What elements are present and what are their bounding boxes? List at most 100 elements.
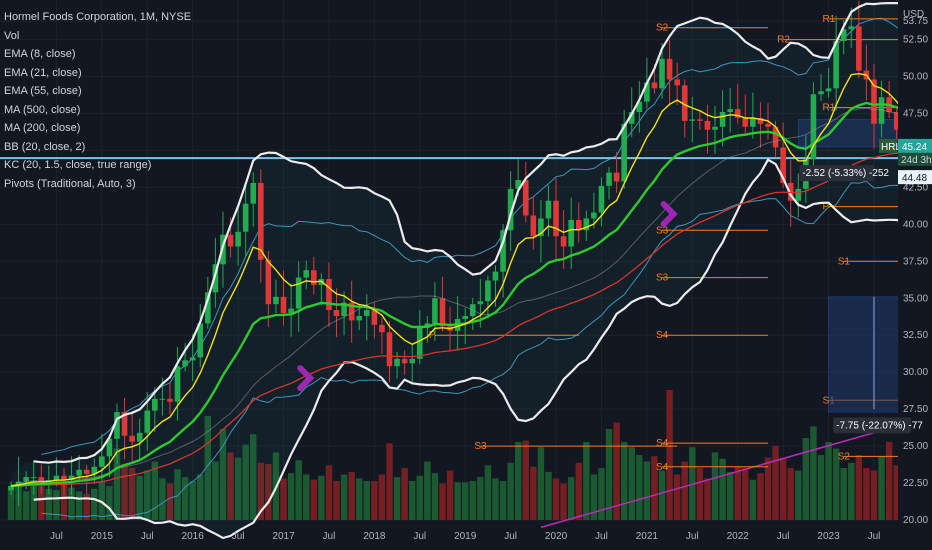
legend-item-kc[interactable]: KC (20, 1.5, close, true range) [4, 159, 152, 171]
volume-bar [590, 474, 598, 520]
time-tick-label: 2018 [363, 531, 386, 542]
candle-body [689, 119, 696, 121]
volume-bar [742, 468, 749, 520]
legend-item-pivots[interactable]: Pivots (Traditional, Auto, 3) [4, 177, 136, 190]
volume-bar [878, 456, 885, 520]
candle-body [197, 323, 204, 358]
volume-bar [416, 475, 423, 520]
volume-bar [446, 470, 454, 520]
candle-body [227, 234, 234, 247]
legend-item-ema8[interactable]: EMA (8, close) [4, 48, 76, 60]
volume-bar [658, 470, 666, 520]
price-tag: 45.24 [902, 142, 927, 153]
volume-bar [348, 471, 355, 520]
volume-bar [552, 478, 560, 520]
candle-body [628, 112, 635, 124]
candle-body [182, 360, 188, 367]
price-tick-label: 52.50 [903, 35, 928, 46]
volume-bar [340, 474, 348, 520]
candle-body [129, 435, 135, 442]
candle-body [560, 236, 567, 247]
candle-body [303, 270, 310, 278]
legend-item-ema21[interactable]: EMA (21, close) [4, 66, 82, 79]
volume-bar [469, 481, 476, 520]
volume-bar [106, 486, 113, 520]
volume-bar [159, 478, 166, 520]
volume-bar [318, 475, 325, 520]
candle-body [83, 469, 90, 475]
volume-bar [204, 416, 212, 520]
volume-bar [45, 488, 53, 520]
volume-bar [870, 470, 878, 520]
volume-bar [325, 465, 333, 520]
legend-item-ma500[interactable]: MA (500, close) [4, 103, 81, 116]
candle-body [712, 126, 718, 130]
volume-bar [136, 475, 143, 520]
price-tick-label: 40.00 [903, 219, 928, 230]
time-tick-label: Jul [413, 531, 426, 542]
volume-bar [431, 473, 439, 520]
candle-body [477, 301, 484, 305]
volume-bar [567, 477, 575, 520]
volume-bar [181, 477, 189, 520]
candle-body [174, 366, 181, 402]
legend-item-bb[interactable]: BB (20, close, 2) [4, 140, 86, 153]
volume-bar [166, 483, 174, 520]
pivot-label: R2 [777, 35, 790, 46]
volume-bar [280, 478, 287, 520]
candle-body [106, 438, 113, 457]
candle-body [205, 292, 211, 324]
legend-item-vol[interactable]: Vol [4, 29, 20, 42]
volume-bar [371, 481, 378, 520]
volume-bar [174, 469, 181, 520]
candle-body [659, 58, 665, 89]
legend-title[interactable]: Hormel Foods Corporation, 1M, NYSE [4, 11, 192, 23]
candle-body [818, 91, 824, 95]
volume-bar [613, 422, 620, 520]
candle-body [91, 466, 98, 475]
volume-bar [30, 481, 37, 520]
candle-body [136, 432, 143, 442]
price-tick-label: 20.00 [903, 515, 928, 526]
legend-item-ema55[interactable]: EMA (55, close) [4, 85, 82, 97]
candle-body [681, 85, 688, 121]
candle-body [439, 298, 446, 327]
candle-body [326, 279, 332, 311]
volume-bar [719, 458, 726, 520]
volume-bar [757, 473, 764, 520]
bb-upper-line [33, 2, 927, 464]
volume-bar [151, 461, 159, 520]
candle-body [697, 119, 703, 121]
volume-bar [636, 455, 643, 520]
candle-body [871, 79, 877, 124]
volume-bar [514, 442, 522, 520]
price-tick-label: 53.75 [903, 16, 928, 27]
volume-bar [363, 481, 370, 520]
candle-body [8, 486, 14, 491]
pivot-label: P [429, 330, 436, 341]
chevron-arrow-icon [297, 365, 315, 392]
price-tick-label: 47.50 [903, 108, 928, 119]
volume-bar [83, 494, 90, 520]
legend-item-ma200[interactable]: MA (200, close) [4, 122, 81, 134]
pivot-label: S4 [656, 438, 669, 449]
volume-bar [250, 434, 257, 520]
countdown-tag-bg [898, 152, 932, 166]
pivot-levels: R2R1R1PS1S1S2S2S3S3S4S4S4PS3 [429, 14, 927, 473]
ema21-line [10, 101, 928, 488]
candle-body [606, 172, 612, 186]
volume-bar [848, 462, 855, 520]
candle-body [121, 412, 128, 436]
volume-bar [817, 455, 825, 520]
candle-body [212, 264, 219, 293]
volume-bar [462, 482, 469, 520]
volume-bar [439, 483, 446, 520]
pivot-label: S1 [838, 256, 851, 267]
price-tick-label: 25.00 [903, 441, 928, 452]
measure-label-upper: -2.52 (-5.33%) -252 [802, 168, 889, 179]
candle-body [68, 475, 75, 481]
candle-body [727, 109, 733, 112]
candle-body [538, 218, 544, 237]
bb-lower-line [33, 158, 928, 540]
